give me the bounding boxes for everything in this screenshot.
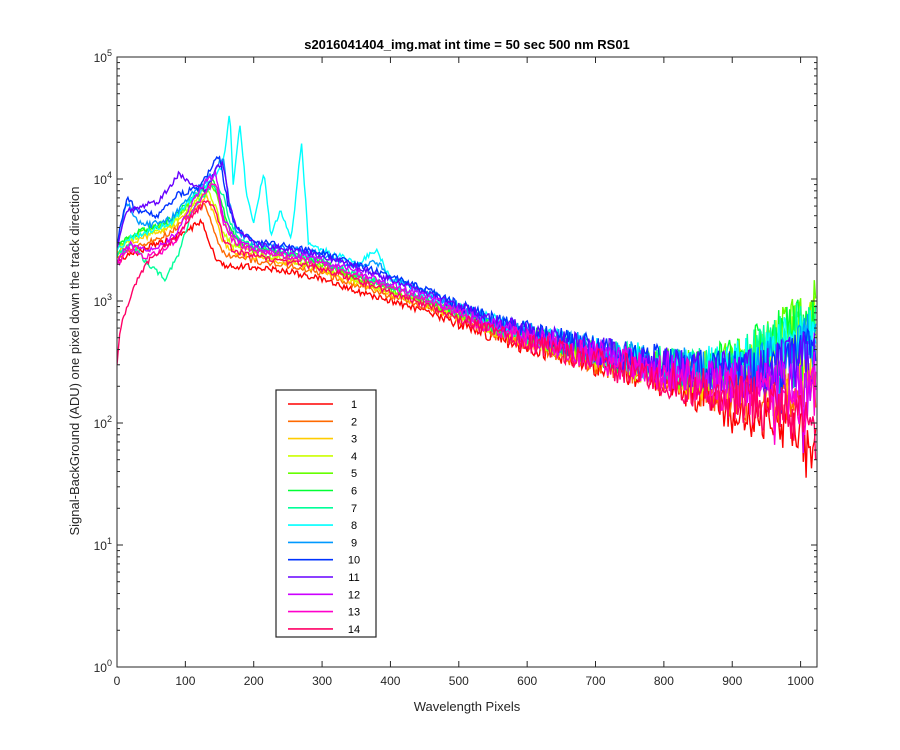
x-axis-label: Wavelength Pixels xyxy=(414,699,521,714)
x-tick-label: 0 xyxy=(114,674,121,688)
series-line-13 xyxy=(117,182,817,445)
y-tick-label: 102 xyxy=(94,414,112,431)
y-tick-label: 105 xyxy=(94,48,112,65)
legend-label-8: 8 xyxy=(351,520,357,532)
y-axis-label: Signal-BackGround (ADU) one pixel down t… xyxy=(67,186,82,535)
legend-label-9: 9 xyxy=(351,537,357,549)
chart-title: s2016041404_img.mat int time = 50 sec 50… xyxy=(304,37,630,52)
x-tick-label: 1000 xyxy=(787,674,814,688)
series-line-11 xyxy=(117,159,817,398)
y-tick-label: 104 xyxy=(94,170,112,187)
x-tick-label: 600 xyxy=(517,674,537,688)
legend-label-1: 1 xyxy=(351,399,357,411)
legend-label-7: 7 xyxy=(351,503,357,515)
legend-label-4: 4 xyxy=(351,451,357,463)
legend-label-10: 10 xyxy=(348,555,360,567)
legend-label-14: 14 xyxy=(348,624,360,636)
legend-label-2: 2 xyxy=(351,416,357,428)
legend-label-12: 12 xyxy=(348,589,360,601)
x-tick-label: 300 xyxy=(312,674,332,688)
y-tick-label: 101 xyxy=(94,536,112,553)
legend-label-13: 13 xyxy=(348,607,360,619)
x-tick-label: 500 xyxy=(449,674,469,688)
axes: 0 100 200 300 400 500 600 700 800 900 100010010110… xyxy=(94,48,818,688)
series-line-1 xyxy=(117,218,817,478)
legend-label-6: 6 xyxy=(351,486,357,498)
series-line-10 xyxy=(117,155,817,414)
y-tick-label: 103 xyxy=(94,292,112,309)
legend-label-3: 3 xyxy=(351,434,357,446)
x-tick-label: 400 xyxy=(380,674,400,688)
plot-area xyxy=(117,115,817,478)
x-tick-label: 700 xyxy=(586,674,606,688)
legend-label-5: 5 xyxy=(351,468,357,480)
x-tick-label: 900 xyxy=(722,674,742,688)
axes-box xyxy=(116,56,818,668)
x-tick-label: 100 xyxy=(175,674,195,688)
legend-box xyxy=(275,389,377,638)
x-tick-label: 800 xyxy=(654,674,674,688)
x-tick-label: 200 xyxy=(244,674,264,688)
series-line-14 xyxy=(117,200,817,460)
y-tick-label: 100 xyxy=(94,658,112,675)
legend-label-11: 11 xyxy=(348,572,359,584)
